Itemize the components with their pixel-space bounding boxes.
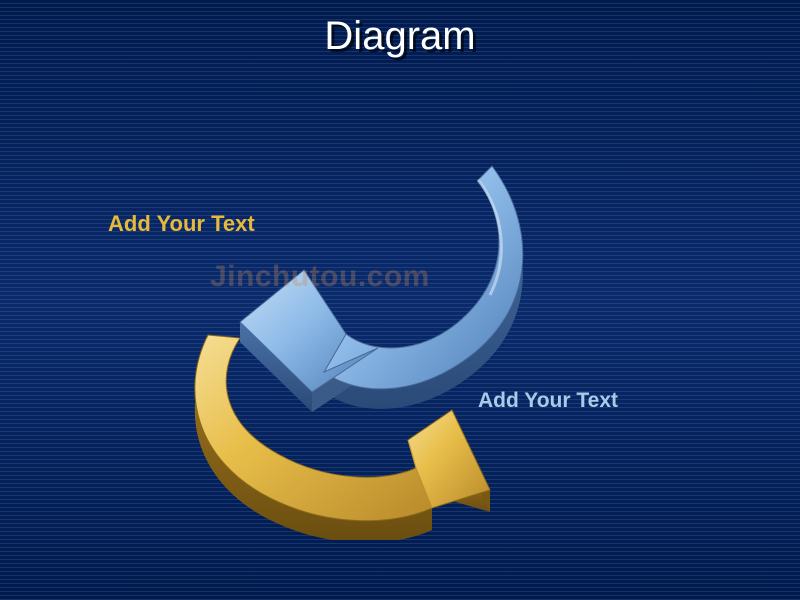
label-top-left: Add Your Text (108, 210, 255, 238)
cycle-arrows-diagram (160, 110, 580, 540)
slide-title: Diagram (0, 14, 800, 59)
watermark-text: Jinchutou.com (210, 260, 430, 294)
label-bottom-right: Add Your Text (478, 388, 618, 414)
